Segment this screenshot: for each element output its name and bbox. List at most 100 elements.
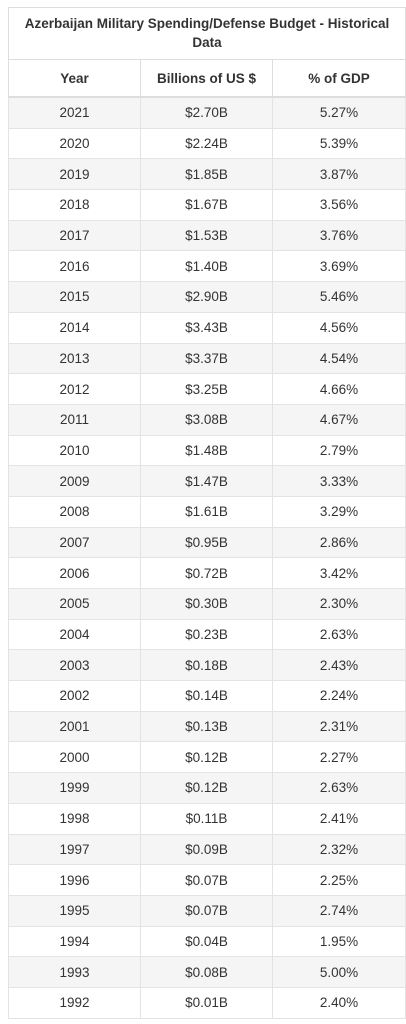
table-row: 1992 $0.01B 2.40% [8,986,406,1019]
percent-gdp-cell: 5.00% [272,956,406,988]
table-row: 2009 $1.47B 3.33% [8,465,406,497]
year-cell: 2015 [8,281,141,313]
year-cell: 2002 [8,680,141,712]
percent-gdp-cell: 2.27% [272,741,406,774]
year-cell: 1995 [8,894,141,927]
year-cell: 1998 [8,802,141,835]
year-cell: 2020 [8,127,141,160]
billions-usd-cell: $0.12B [140,772,273,804]
billions-usd-cell: $0.14B [140,680,273,712]
billions-usd-cell: $3.08B [140,403,273,436]
percent-gdp-cell: 3.29% [272,495,406,528]
year-cell: 2014 [8,311,141,344]
percent-gdp-cell: 2.24% [272,680,406,712]
billions-usd-cell: $1.67B [140,189,273,221]
billions-usd-cell: $0.13B [140,710,273,743]
table-row: 1995 $0.07B 2.74% [8,894,406,927]
percent-gdp-cell: 4.54% [272,342,406,375]
percent-gdp-cell: 1.95% [272,925,406,958]
year-cell: 2011 [8,403,141,436]
year-cell: 2008 [8,495,141,528]
billions-usd-cell: $0.23B [140,618,273,651]
billions-usd-cell: $0.72B [140,557,273,589]
percent-gdp-cell: 4.67% [272,403,406,436]
year-cell: 2005 [8,588,141,620]
table-row: 2004 $0.23B 2.63% [8,618,406,651]
year-cell: 2001 [8,710,141,743]
percent-gdp-cell: 3.33% [272,465,406,497]
table-row: 2013 $3.37B 4.54% [8,342,406,375]
billions-usd-cell: $0.09B [140,833,273,866]
percent-gdp-cell: 2.40% [272,986,406,1019]
table-row: 2006 $0.72B 3.42% [8,557,406,589]
table-row: 2018 $1.67B 3.56% [8,189,406,221]
year-cell: 2010 [8,434,141,467]
year-cell: 2018 [8,189,141,221]
table-title: Azerbaijan Military Spending/Defense Bud… [8,7,406,59]
percent-gdp-cell: 3.87% [272,158,406,191]
column-header-year[interactable]: Year [8,59,141,98]
year-cell: 2007 [8,526,141,559]
table-row: 2007 $0.95B 2.86% [8,526,406,559]
table-row: 1993 $0.08B 5.00% [8,956,406,988]
billions-usd-cell: $0.12B [140,741,273,774]
percent-gdp-cell: 3.69% [272,250,406,283]
billions-usd-cell: $1.40B [140,250,273,283]
table-row: 2000 $0.12B 2.27% [8,741,406,774]
table-row: 2017 $1.53B 3.76% [8,219,406,252]
percent-gdp-cell: 5.39% [272,127,406,160]
percent-gdp-cell: 3.56% [272,189,406,221]
billions-usd-cell: $0.01B [140,986,273,1019]
billions-usd-cell: $2.24B [140,127,273,160]
billions-usd-cell: $3.43B [140,311,273,344]
table-row: 1996 $0.07B 2.25% [8,864,406,896]
year-cell: 2012 [8,373,141,405]
billions-usd-cell: $3.25B [140,373,273,405]
column-header-percent-gdp[interactable]: % of GDP [272,59,406,98]
year-cell: 1999 [8,772,141,804]
year-cell: 2013 [8,342,141,375]
year-cell: 1994 [8,925,141,958]
table-row: 2020 $2.24B 5.39% [8,127,406,160]
table-row: 1994 $0.04B 1.95% [8,925,406,958]
percent-gdp-cell: 5.27% [272,96,406,129]
billions-usd-cell: $0.07B [140,864,273,896]
header-row: Year Billions of US $ % of GDP [8,59,406,98]
table-container: Azerbaijan Military Spending/Defense Bud… [8,7,406,1019]
percent-gdp-cell: 2.63% [272,772,406,804]
year-cell: 2006 [8,557,141,589]
billions-usd-cell: $2.70B [140,96,273,129]
table-row: 1997 $0.09B 2.32% [8,833,406,866]
billions-usd-cell: $3.37B [140,342,273,375]
billions-usd-cell: $2.90B [140,281,273,313]
percent-gdp-cell: 2.41% [272,802,406,835]
year-cell: 2016 [8,250,141,283]
table-row: 2010 $1.48B 2.79% [8,434,406,467]
table-row: 2021 $2.70B 5.27% [8,96,406,129]
billions-usd-cell: $0.95B [140,526,273,559]
year-cell: 1992 [8,986,141,1019]
table-row: 2005 $0.30B 2.30% [8,588,406,620]
table-row: 2016 $1.40B 3.69% [8,250,406,283]
year-cell: 2017 [8,219,141,252]
billions-usd-cell: $1.61B [140,495,273,528]
year-cell: 2021 [8,96,141,129]
billions-usd-cell: $0.04B [140,925,273,958]
table-row: 2015 $2.90B 5.46% [8,281,406,313]
table-row: 2012 $3.25B 4.66% [8,373,406,405]
percent-gdp-cell: 2.30% [272,588,406,620]
percent-gdp-cell: 3.42% [272,557,406,589]
percent-gdp-cell: 2.31% [272,710,406,743]
table-row: 2019 $1.85B 3.87% [8,158,406,191]
billions-usd-cell: $1.85B [140,158,273,191]
year-cell: 1996 [8,864,141,896]
table-row: 2011 $3.08B 4.67% [8,403,406,436]
percent-gdp-cell: 2.74% [272,894,406,927]
percent-gdp-cell: 2.79% [272,434,406,467]
percent-gdp-cell: 2.86% [272,526,406,559]
military-spending-table: Azerbaijan Military Spending/Defense Bud… [8,7,406,1019]
table-header: Year Billions of US $ % of GDP [8,59,406,98]
column-header-billions-usd[interactable]: Billions of US $ [140,59,273,98]
billions-usd-cell: $0.30B [140,588,273,620]
billions-usd-cell: $0.08B [140,956,273,988]
